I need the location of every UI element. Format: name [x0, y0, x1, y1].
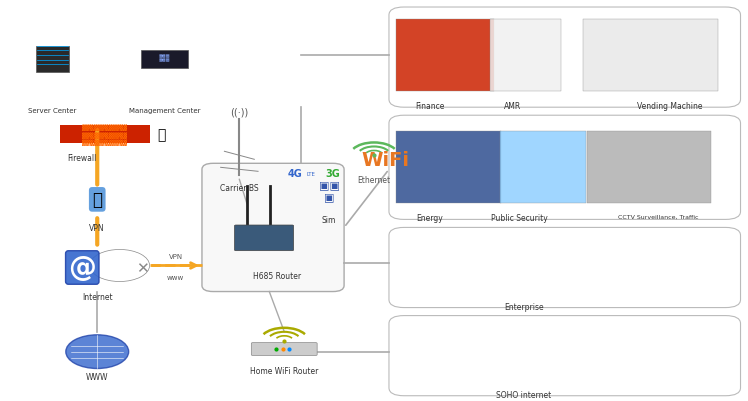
Text: ▣▣
▣: ▣▣ ▣	[319, 181, 340, 203]
Text: Enterprise: Enterprise	[504, 302, 543, 311]
Text: SOHO internet: SOHO internet	[496, 390, 551, 399]
Text: AMR: AMR	[503, 102, 521, 111]
Text: Ethernet: Ethernet	[358, 175, 390, 184]
FancyBboxPatch shape	[490, 20, 561, 92]
Text: Sim: Sim	[322, 216, 337, 225]
FancyBboxPatch shape	[396, 20, 494, 92]
Text: LTE: LTE	[307, 171, 316, 176]
Text: Carrier BS: Carrier BS	[220, 184, 259, 193]
Text: VPN: VPN	[169, 254, 183, 260]
Text: WiFi: WiFi	[361, 150, 409, 169]
Text: www: www	[167, 274, 185, 280]
Bar	[60, 126, 150, 144]
Text: Finance: Finance	[415, 102, 445, 111]
Text: Server Center: Server Center	[28, 108, 76, 114]
Text: ✕: ✕	[135, 260, 149, 275]
FancyBboxPatch shape	[36, 47, 70, 73]
Text: 3G: 3G	[325, 169, 340, 179]
Text: ▓▓▓▓▓▓▓▓▓▓▓▓
▓▓▓▓▓▓▓▓▓▓▓▓
▓▓▓▓▓▓▓▓▓▓▓▓: ▓▓▓▓▓▓▓▓▓▓▓▓ ▓▓▓▓▓▓▓▓▓▓▓▓ ▓▓▓▓▓▓▓▓▓▓▓▓	[82, 124, 127, 146]
FancyBboxPatch shape	[251, 343, 317, 356]
FancyBboxPatch shape	[587, 132, 711, 204]
Text: @: @	[68, 254, 96, 282]
FancyBboxPatch shape	[500, 132, 586, 204]
Text: Internet: Internet	[82, 292, 112, 301]
Text: H685 Router: H685 Router	[253, 271, 301, 280]
Text: CCTV Surveillance, Traffic: CCTV Surveillance, Traffic	[618, 214, 699, 219]
FancyBboxPatch shape	[389, 316, 741, 396]
Text: ((·)): ((·))	[230, 107, 248, 117]
FancyBboxPatch shape	[202, 164, 344, 292]
FancyBboxPatch shape	[583, 20, 718, 92]
Text: Vending Machine: Vending Machine	[637, 102, 702, 111]
Text: 4G: 4G	[288, 169, 303, 179]
Text: Public Security: Public Security	[491, 214, 548, 223]
FancyBboxPatch shape	[389, 8, 741, 108]
Text: 🔒: 🔒	[92, 191, 102, 209]
FancyBboxPatch shape	[389, 116, 741, 220]
Text: Firewall: Firewall	[67, 154, 97, 163]
Text: Home WiFi Router: Home WiFi Router	[250, 366, 319, 375]
Text: 🔥: 🔥	[157, 128, 165, 142]
FancyBboxPatch shape	[389, 228, 741, 308]
Text: Energy: Energy	[417, 214, 444, 223]
Circle shape	[66, 335, 129, 369]
FancyBboxPatch shape	[235, 225, 293, 251]
FancyBboxPatch shape	[396, 132, 501, 204]
Text: VPN: VPN	[90, 224, 105, 233]
FancyBboxPatch shape	[141, 51, 188, 69]
Text: Management Center: Management Center	[129, 108, 200, 114]
Text: ▦▦▦
▦▦▦: ▦▦▦ ▦▦▦	[159, 54, 171, 63]
Text: WWW: WWW	[86, 372, 108, 381]
